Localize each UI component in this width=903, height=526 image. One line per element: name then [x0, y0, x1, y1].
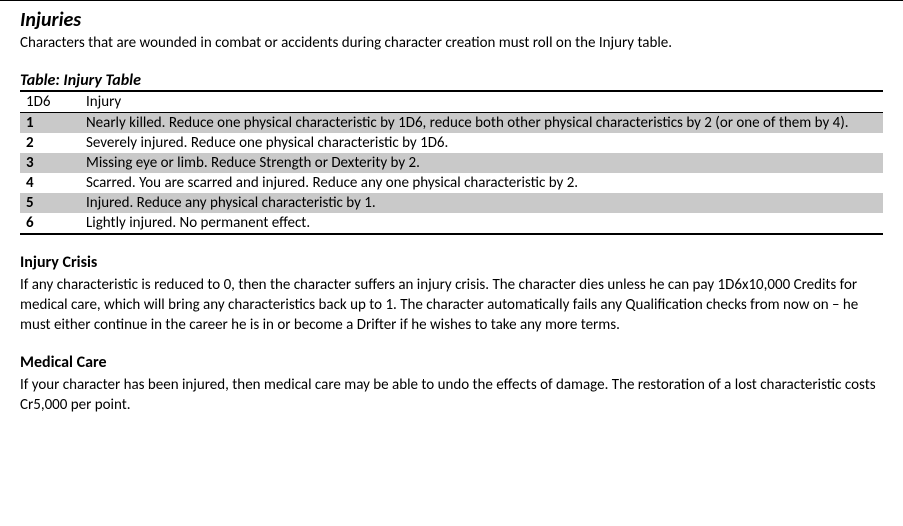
- cell-roll: 5: [20, 193, 80, 213]
- col-header-injury: Injury: [80, 91, 883, 113]
- table-row: 3 Missing eye or limb. Reduce Strength o…: [20, 153, 883, 173]
- table-row: 1 Nearly killed. Reduce one physical cha…: [20, 113, 883, 134]
- cell-desc: Injured. Reduce any physical characteris…: [80, 193, 883, 213]
- cell-desc: Lightly injured. No permanent effect.: [80, 213, 883, 234]
- cell-roll: 6: [20, 213, 80, 234]
- heading-injury-crisis: Injury Crisis: [20, 253, 883, 272]
- cell-desc: Scarred. You are scarred and injured. Re…: [80, 173, 883, 193]
- cell-desc: Missing eye or limb. Reduce Strength or …: [80, 153, 883, 173]
- page-container: Injuries Characters that are wounded in …: [0, 0, 903, 453]
- table-row: 5 Injured. Reduce any physical character…: [20, 193, 883, 213]
- cell-desc: Nearly killed. Reduce one physical chara…: [80, 113, 883, 134]
- injury-table: 1D6 Injury 1 Nearly killed. Reduce one p…: [20, 90, 883, 235]
- table-header-row: 1D6 Injury: [20, 91, 883, 113]
- table-title: Table: Injury Table: [20, 71, 883, 90]
- heading-injuries: Injuries: [20, 9, 883, 31]
- table-row: 4 Scarred. You are scarred and injured. …: [20, 173, 883, 193]
- paragraph-medical-care: If your character has been injured, then…: [20, 375, 883, 416]
- heading-medical-care: Medical Care: [20, 353, 883, 372]
- table-row: 6 Lightly injured. No permanent effect.: [20, 213, 883, 234]
- cell-desc: Severely injured. Reduce one physical ch…: [80, 133, 883, 153]
- col-header-roll: 1D6: [20, 91, 80, 113]
- cell-roll: 1: [20, 113, 80, 134]
- table-row: 2 Severely injured. Reduce one physical …: [20, 133, 883, 153]
- paragraph-intro: Characters that are wounded in combat or…: [20, 33, 883, 53]
- cell-roll: 2: [20, 133, 80, 153]
- paragraph-injury-crisis: If any characteristic is reduced to 0, t…: [20, 275, 883, 336]
- cell-roll: 3: [20, 153, 80, 173]
- cell-roll: 4: [20, 173, 80, 193]
